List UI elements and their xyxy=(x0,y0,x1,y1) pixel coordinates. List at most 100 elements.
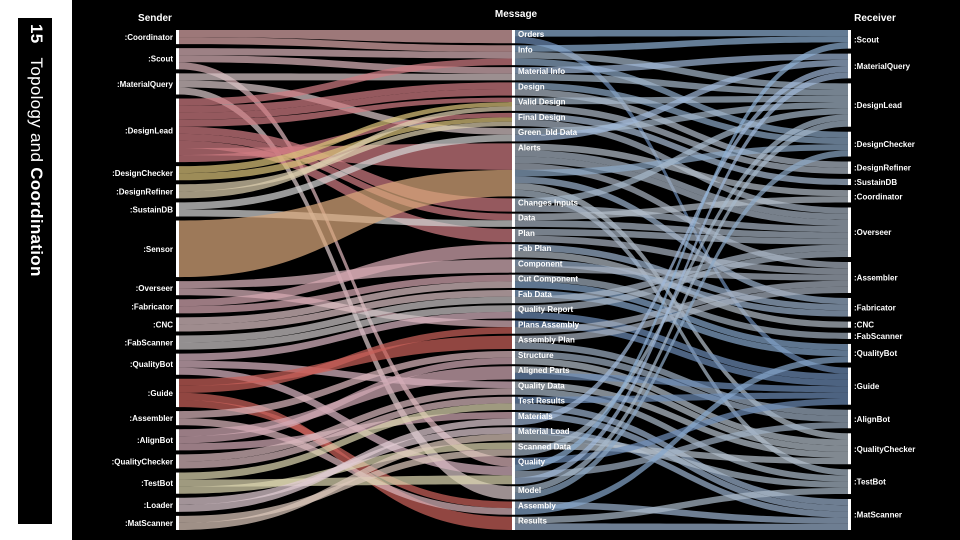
sender-label-assembler: :Assembler xyxy=(129,414,173,423)
message-label-alerts: Alerts xyxy=(518,143,541,152)
receiver-node-guide xyxy=(848,367,851,405)
receiver-label-sustaindb: :SustainDB xyxy=(854,178,897,187)
flow-designlead-to-design xyxy=(179,82,512,113)
flow-sensor-to-alerts xyxy=(179,169,512,278)
message-node-assembly xyxy=(512,501,515,515)
message-node-results xyxy=(512,516,515,530)
message-label-test-results: Test Results xyxy=(518,397,566,406)
flow-qualitychecker-to-test-results xyxy=(179,396,512,469)
flow-green-bld-data-to-materialquery xyxy=(515,59,848,142)
receiver-label-qualitybot: :QualityBot xyxy=(854,349,897,358)
message-node-fab-plan xyxy=(512,244,515,258)
sender-label-testbot: :TestBot xyxy=(141,479,173,488)
message-label-material-info: Material Info xyxy=(518,67,565,76)
flow-matscanner-to-material-load xyxy=(179,433,512,530)
flow-valid-design-to-designrefiner xyxy=(515,104,848,174)
flow-data-to-overseer xyxy=(515,220,848,239)
flow-final-design-to-overseer xyxy=(515,119,848,214)
message-node-cut-component xyxy=(512,274,515,288)
flow-cnc-to-cut-component xyxy=(179,281,512,325)
slide-title-join: and xyxy=(27,127,46,168)
receiver-label-fabricator: :Fabricator xyxy=(854,303,896,312)
receiver-node-qualitychecker xyxy=(848,433,851,465)
message-label-aligned-parts: Aligned Parts xyxy=(518,366,570,375)
flow-alerts-to-overseer xyxy=(515,150,848,220)
receiver-node-fabricator xyxy=(848,297,851,317)
flow-quality-to-materialquery xyxy=(515,72,848,485)
flow-scout-to-info xyxy=(179,48,512,59)
slide-title: 15 Topology and Coordination xyxy=(26,24,46,277)
message-label-fab-plan: Fab Plan xyxy=(518,244,551,253)
nodes-layer: :Coordinator:Scout:MaterialQuery:DesignL… xyxy=(112,30,915,530)
flow-guide-to-assembly xyxy=(179,400,512,509)
message-label-design: Design xyxy=(518,82,545,91)
receiver-node-alignbot xyxy=(848,409,851,429)
sender-label-sensor: :Sensor xyxy=(143,245,173,254)
flow-aligned-parts-to-qualitychecker xyxy=(515,366,848,452)
message-label-assembly: Assembly xyxy=(518,501,556,510)
flow-designlead-to-design xyxy=(179,89,512,120)
flow-designlead-to-data xyxy=(179,133,512,221)
flow-alerts-to-testbot xyxy=(515,189,848,476)
flow-assembly-to-qualitybot xyxy=(515,356,848,515)
receiver-label-assembler: :Assembler xyxy=(854,274,898,283)
flow-materialquery-to-material-info xyxy=(179,73,512,81)
flow-coordinator-to-orders xyxy=(179,30,512,44)
message-node-plans-assembly xyxy=(512,320,515,334)
sender-node-fabricator xyxy=(176,299,179,314)
flow-matscanner-to-scanned-data xyxy=(179,449,512,523)
flow-assembly-to-matscanner xyxy=(515,501,848,524)
message-label-quality-data: Quality Data xyxy=(518,381,565,390)
sender-label-coordinator: :Coordinator xyxy=(125,33,173,42)
receiver-node-materialquery xyxy=(848,53,851,79)
message-label-plans-assembly: Plans Assembly xyxy=(518,320,580,329)
receiver-label-matscanner: :MatScanner xyxy=(854,511,902,520)
flow-scanned-data-to-designlead xyxy=(515,114,848,456)
sender-label-fabscanner: :FabScanner xyxy=(125,339,173,348)
message-node-quality-data xyxy=(512,381,515,395)
receiver-node-cnc xyxy=(848,321,851,328)
flow-designchecker-to-final-design xyxy=(179,117,512,181)
message-node-material-load xyxy=(512,427,515,441)
receiver-label-designchecker: :DesignChecker xyxy=(854,140,915,149)
sender-node-cnc xyxy=(176,317,179,332)
flow-designchecker-to-valid-design xyxy=(179,102,512,174)
flow-materials-to-materialquery xyxy=(515,65,848,426)
receiver-label-alignbot: :AlignBot xyxy=(854,415,890,424)
flow-data-to-coordinator xyxy=(515,196,848,221)
flow-alerts-to-fabricator xyxy=(515,176,848,305)
flow-assembly-plan-to-assembler xyxy=(515,286,848,343)
receiver-node-designrefiner xyxy=(848,161,851,174)
receiver-label-overseer: :Overseer xyxy=(854,228,891,237)
message-node-scanned-data xyxy=(512,442,515,456)
flow-material-load-to-matscanner xyxy=(515,427,848,518)
message-label-plan: Plan xyxy=(518,229,535,238)
receiver-node-overseer xyxy=(848,207,851,258)
message-label-info: Info xyxy=(518,45,533,54)
message-node-material-info xyxy=(512,67,515,81)
receiver-column-header: Receiver xyxy=(854,13,896,24)
receiver-node-sustaindb xyxy=(848,178,851,186)
flow-model-to-designlead xyxy=(515,120,848,493)
flow-designrefiner-to-valid-design xyxy=(179,106,512,199)
message-node-aligned-parts xyxy=(512,366,515,380)
sender-node-qualitybot xyxy=(176,353,179,375)
message-node-materials xyxy=(512,411,515,426)
sender-label-guide: :Guide xyxy=(148,389,174,398)
message-node-orders xyxy=(512,30,515,44)
flow-model-to-designchecker xyxy=(515,150,848,500)
receiver-label-designrefiner: :DesignRefiner xyxy=(854,164,911,173)
flow-structure-to-alignbot xyxy=(515,350,848,423)
flow-results-to-testbot xyxy=(515,487,848,524)
message-label-assembly-plan: Assembly Plan xyxy=(518,336,575,345)
sender-node-assembler xyxy=(176,411,179,426)
flow-info-to-scout xyxy=(515,36,848,52)
flow-testbot-to-test-results xyxy=(179,403,512,480)
message-node-info xyxy=(512,45,515,66)
receiver-label-scout: :Scout xyxy=(854,35,879,44)
flow-alerts-to-coordinator xyxy=(515,143,848,197)
message-node-final-design xyxy=(512,112,515,127)
message-label-results: Results xyxy=(518,517,547,526)
message-label-changes-inputs: Changes Inputs xyxy=(518,198,579,207)
flow-green-bld-data-to-designlead xyxy=(515,101,848,135)
